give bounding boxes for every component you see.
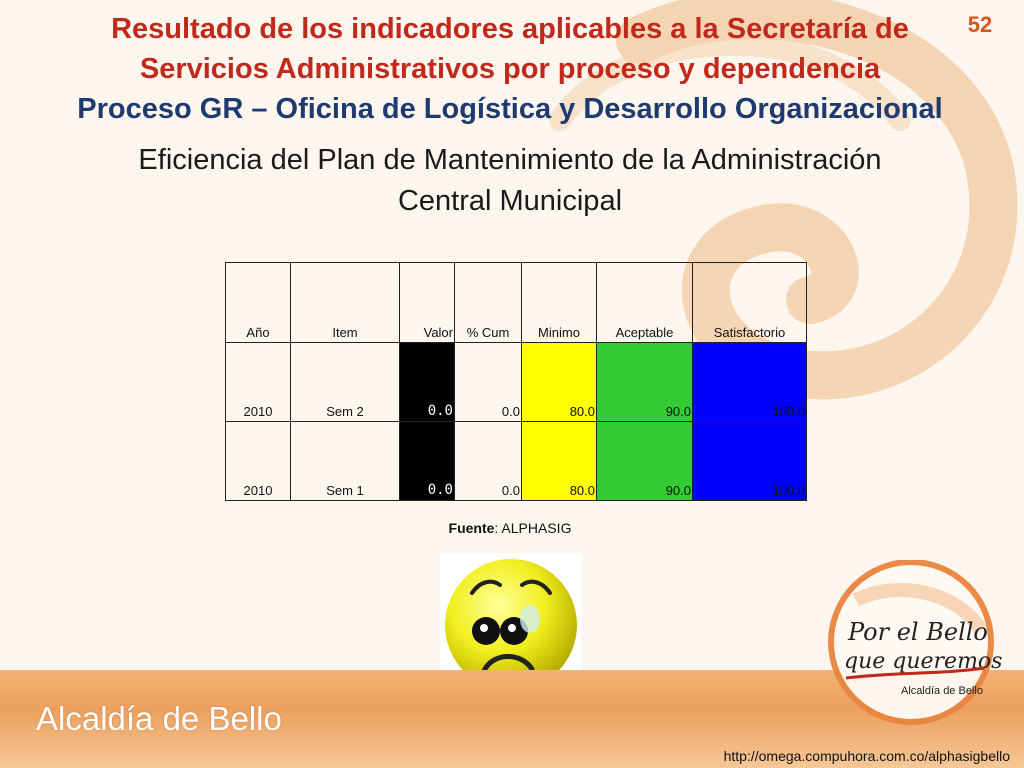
header-minimo: Minimo <box>521 262 597 343</box>
brand-org: Alcaldía de Bello <box>901 685 983 697</box>
cell-aceptable: 90.0 <box>596 421 693 501</box>
source-label: Fuente <box>448 520 495 536</box>
cell-valor: 0.0 <box>399 342 455 422</box>
page-title-line-1: Resultado de los indicadores aplicables … <box>111 13 909 45</box>
table-header-row: Año Item Valor % Cum Minimo Aceptable Sa… <box>225 262 807 343</box>
header-satisfactorio: Satisfactorio <box>692 262 807 343</box>
header-valor: Valor <box>399 262 455 343</box>
brand-logo: Por el Bello que queremos Alcaldía de Be… <box>828 560 1002 725</box>
cell-ano: 2010 <box>225 421 291 501</box>
cell-satisfactorio: 100.0 <box>692 421 807 501</box>
status-face-panel <box>440 553 582 695</box>
cell-ano: 2010 <box>225 342 291 422</box>
source-value: : ALPHASIG <box>494 520 572 536</box>
cell-valor: 0.0 <box>399 421 455 501</box>
footer-logo-text: Alcaldía de Bello <box>36 700 282 737</box>
cell-minimo: 80.0 <box>521 421 597 501</box>
header-item: Item <box>290 262 400 343</box>
header-cum: % Cum <box>454 262 522 343</box>
cell-cum: 0.0 <box>454 421 522 501</box>
table-row: 2010 Sem 1 0.0 0.0 80.0 90.0 100.0 <box>225 421 807 501</box>
indicator-title-line-2: Central Municipal <box>397 185 623 217</box>
source-note: Fuente: ALPHASIG <box>300 520 720 536</box>
indicator-table: Año Item Valor % Cum Minimo Aceptable Sa… <box>225 262 807 501</box>
cell-item: Sem 1 <box>290 421 400 501</box>
page-number: 52 <box>967 12 993 37</box>
brand-slogan-line-1: Por el Bello <box>847 618 988 646</box>
sad-face-icon <box>445 559 577 691</box>
page-title-line-2: Servicios Administrativos por proceso y … <box>139 53 881 85</box>
cell-aceptable: 90.0 <box>596 342 693 422</box>
indicator-title-line-1: Eficiencia del Plan de Mantenimiento de … <box>138 144 882 176</box>
footer-url[interactable]: http://omega.compuhora.com.co/alphasigbe… <box>723 748 1010 764</box>
cell-item: Sem 2 <box>290 342 400 422</box>
process-title: Proceso GR – Oficina de Logística y Desa… <box>77 93 943 125</box>
cell-minimo: 80.0 <box>521 342 597 422</box>
cell-satisfactorio: 100.0 <box>692 342 807 422</box>
cell-cum: 0.0 <box>454 342 522 422</box>
header-ano: Año <box>225 262 291 343</box>
table-row: 2010 Sem 2 0.0 0.0 80.0 90.0 100.0 <box>225 342 807 422</box>
header-aceptable: Aceptable <box>596 262 693 343</box>
